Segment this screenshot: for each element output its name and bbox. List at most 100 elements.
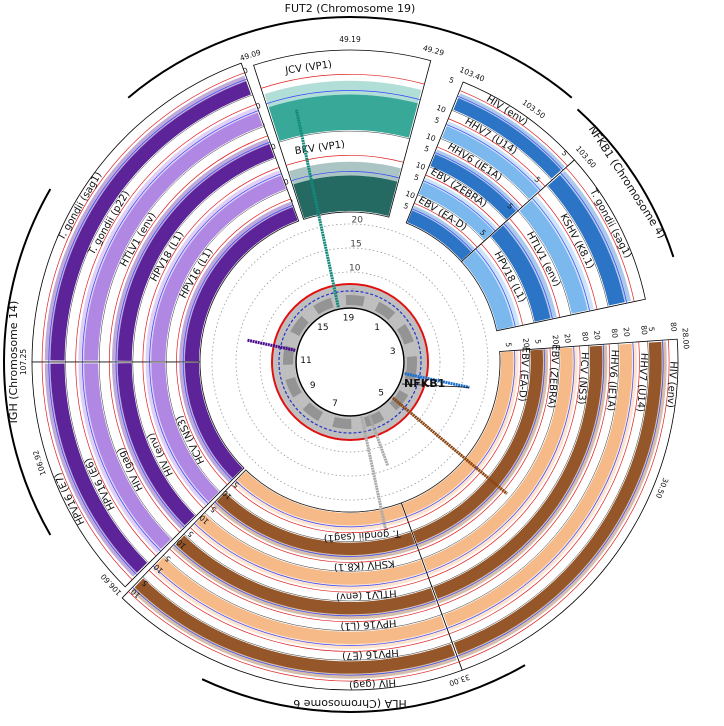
threshold-blue: [426, 346, 575, 573]
panel: [121, 338, 679, 713]
point-band: [84, 363, 172, 550]
panel: [405, 81, 675, 332]
track-border: [431, 345, 590, 587]
point-band: [443, 343, 633, 627]
chromosome-label: 7: [332, 399, 338, 409]
threshold-blue: [182, 204, 294, 363]
threshold-red: [428, 345, 581, 579]
threshold-blue: [531, 197, 590, 312]
threshold-red: [142, 361, 204, 509]
track-label: HIV (env): [664, 361, 678, 408]
threshold-blue: [445, 123, 541, 191]
point-band-sparse: [412, 205, 475, 252]
track-tick-label: 80: [580, 331, 590, 342]
signal-spike: [367, 414, 390, 466]
threshold-red: [414, 202, 478, 248]
threshold-blue: [82, 110, 259, 363]
threshold-blue: [560, 172, 628, 304]
position-label: 103.40: [458, 65, 486, 84]
radial-grid: [259, 271, 441, 453]
track-tick-label: 5: [423, 144, 431, 154]
point-band-sparse: [423, 177, 498, 232]
threshold-red: [75, 361, 157, 557]
track-tick-label: 10: [425, 132, 437, 144]
threshold-blue: [265, 90, 421, 105]
threshold-blue: [411, 208, 474, 252]
point-band: [519, 200, 588, 314]
point-band-sparse: [172, 544, 437, 620]
track-label: EBV (EA-D): [516, 346, 531, 402]
track-tick-label: 20: [621, 327, 631, 338]
track-tick-label: 20: [562, 333, 572, 344]
point-band: [412, 349, 544, 544]
point-band: [433, 345, 603, 599]
point-band: [293, 175, 398, 219]
threshold-red: [408, 350, 522, 523]
track-label: HHV7 (U14): [634, 352, 649, 412]
panel-bracket-arc: [201, 664, 526, 713]
threshold-blue: [503, 223, 553, 320]
track-tick-label: 5: [231, 480, 241, 490]
threshold-red: [41, 361, 133, 580]
threshold-red: [148, 569, 450, 652]
threshold-blue: [115, 141, 271, 363]
threshold-blue: [416, 348, 545, 546]
point-band-sparse: [111, 138, 270, 361]
track-border: [204, 512, 422, 572]
radial-tick-label: 20: [351, 216, 363, 226]
track-tick-label: 5: [504, 342, 513, 348]
track-tick-label: 80: [669, 322, 679, 333]
threshold-blue: [115, 361, 185, 528]
point-band: [151, 175, 286, 362]
chromosome-ring: [295, 307, 405, 417]
track-border: [199, 361, 245, 469]
track-border: [401, 351, 501, 504]
track-tick-label: 5: [186, 529, 196, 539]
track-tick-label: 10: [435, 103, 447, 115]
position-label: 33.00: [448, 672, 471, 688]
point-band: [184, 207, 298, 362]
track-border: [132, 157, 276, 363]
chromosome-label: 5: [378, 389, 384, 399]
suggestive-threshold: [278, 290, 422, 434]
point-band: [237, 471, 406, 526]
signal-spike: [294, 109, 340, 308]
point-band: [175, 535, 436, 615]
threshold-red: [448, 118, 546, 187]
track-label: T. gondii (sag1): [323, 527, 402, 543]
threshold-blue: [423, 180, 496, 232]
point-band-sparse: [264, 80, 422, 108]
track-label: HTLV1 (env): [336, 587, 397, 602]
point-band-sparse: [192, 522, 427, 590]
track-border: [411, 349, 530, 532]
track-border: [428, 166, 507, 222]
point-band: [50, 363, 148, 573]
point-band: [216, 492, 416, 556]
threshold-red: [418, 347, 551, 551]
point-band-sparse: [437, 345, 608, 604]
threshold-red: [169, 548, 439, 623]
panel: [3, 62, 300, 588]
point-band: [268, 94, 418, 141]
point-band-sparse: [531, 195, 594, 311]
threshold-red: [108, 135, 268, 363]
track-border: [183, 533, 432, 602]
threshold-red: [41, 72, 245, 363]
signal-spike: [391, 396, 509, 495]
panel: [127, 16, 573, 220]
track-tick-label: 20: [551, 334, 561, 345]
point-band: [155, 556, 446, 645]
chromosome-label: 1: [374, 323, 380, 333]
track-border: [166, 189, 288, 363]
point-band: [151, 362, 219, 502]
track-border: [489, 236, 535, 323]
point-band: [462, 250, 514, 330]
track-border: [451, 109, 553, 181]
highlight-leader: [401, 383, 470, 388]
point-band-sparse: [78, 107, 258, 361]
track-tick-label: 5: [413, 172, 421, 182]
threshold-blue: [457, 95, 564, 171]
threshold-red: [425, 174, 501, 228]
threshold-blue: [48, 78, 248, 363]
track-border: [441, 343, 619, 615]
